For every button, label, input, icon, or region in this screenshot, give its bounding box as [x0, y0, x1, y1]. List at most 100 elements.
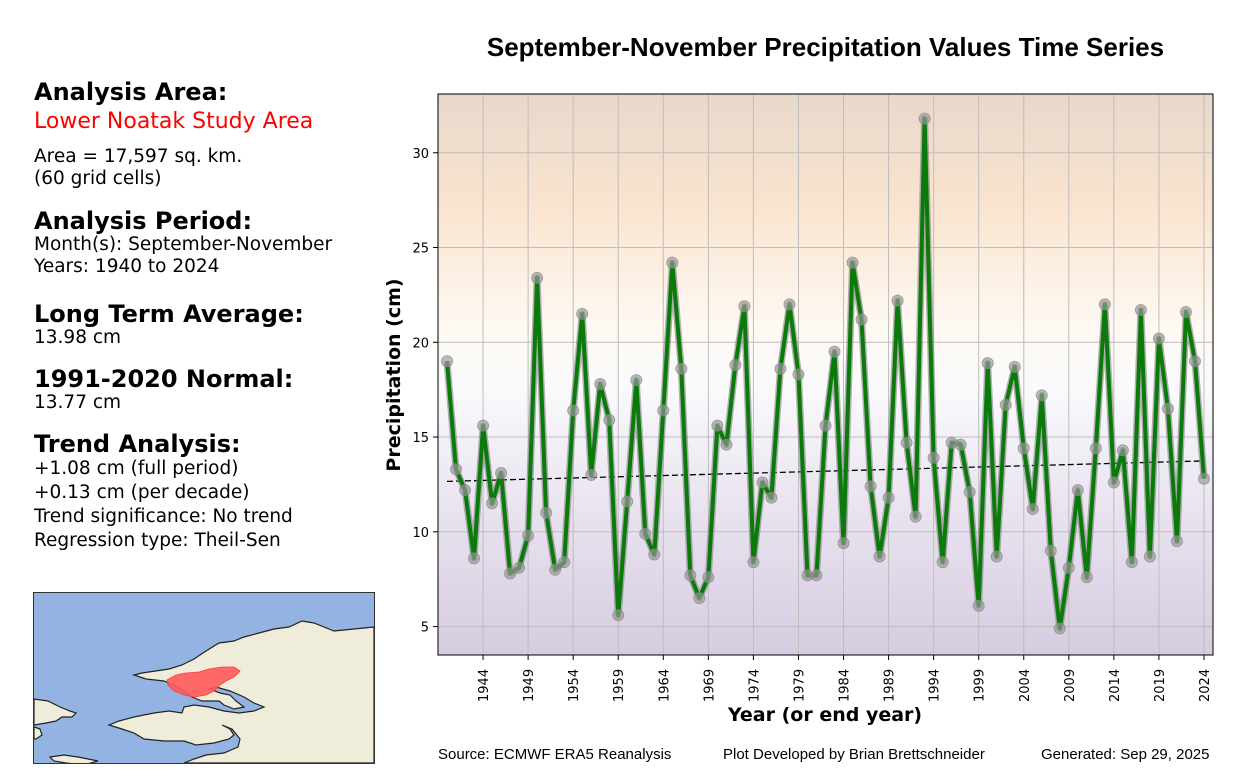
data-point: [774, 362, 787, 375]
normal-value: 13.77 cm: [34, 392, 122, 413]
x-tick-label: 1979: [792, 669, 807, 702]
data-point: [459, 484, 472, 497]
data-point: [828, 345, 841, 358]
data-point: [531, 271, 544, 284]
data-point: [918, 112, 931, 125]
data-point: [504, 567, 517, 580]
locator-map: [33, 592, 375, 764]
footer-developer: Plot Developed by Brian Brettschneider: [723, 746, 985, 763]
data-point: [837, 537, 850, 550]
data-point: [1080, 571, 1093, 584]
long-term-average-heading: Long Term Average:: [34, 300, 304, 328]
y-tick-label: 5: [421, 621, 429, 636]
y-tick-label: 30: [412, 147, 429, 162]
x-tick-label: 2024: [1198, 669, 1213, 702]
data-point: [675, 362, 688, 375]
map-land-west-edge: [34, 726, 43, 740]
x-tick-label: 1989: [883, 669, 898, 702]
grid-cells: (60 grid cells): [34, 168, 162, 189]
data-point: [1053, 622, 1066, 635]
data-point: [1197, 472, 1210, 485]
x-axis-label: Year (or end year): [727, 704, 922, 726]
y-tick-label: 15: [412, 431, 429, 446]
analysis-years: Years: 1940 to 2024: [34, 256, 220, 277]
normal-heading: 1991-2020 Normal:: [34, 365, 294, 393]
data-point: [513, 561, 526, 574]
x-tick-label: 1994: [928, 669, 943, 702]
x-tick-label: 1999: [973, 669, 988, 702]
data-point: [603, 413, 616, 426]
data-point: [738, 300, 751, 313]
data-point: [900, 436, 913, 449]
y-axis-label: Precipitation (cm): [383, 278, 405, 471]
data-point: [1188, 355, 1201, 368]
data-point: [585, 468, 598, 481]
data-point: [765, 491, 778, 504]
x-tick-label: 1954: [567, 669, 582, 702]
data-point: [810, 569, 823, 582]
x-tick-label: 1964: [657, 669, 672, 702]
data-point: [639, 527, 652, 540]
data-point: [1098, 298, 1111, 311]
data-point: [999, 398, 1012, 411]
map-land-west-peninsula: [34, 698, 78, 726]
data-point: [1008, 360, 1021, 373]
data-point: [657, 404, 670, 417]
y-axis-ticks: 5 10 15 20 25 30: [412, 147, 438, 636]
data-point: [522, 529, 535, 542]
data-point: [1107, 476, 1120, 489]
data-point: [468, 552, 481, 565]
data-point: [441, 355, 454, 368]
y-tick-label: 20: [412, 336, 429, 351]
map-land-island: [48, 754, 99, 763]
plot-frame: [437, 93, 1214, 656]
data-point: [630, 374, 643, 387]
x-axis-ticks: 1944 1949 1954 1959 1964 1969 1974 1979 1984 1989…: [477, 655, 1213, 702]
data-point: [648, 548, 661, 561]
data-point: [1116, 444, 1129, 457]
data-point: [783, 298, 796, 311]
data-point: [873, 550, 886, 563]
x-tick-label: 2004: [1018, 669, 1033, 702]
analysis-months: Month(s): September-November: [34, 234, 333, 255]
data-point: [936, 556, 949, 569]
data-point: [855, 313, 868, 326]
data-point: [954, 438, 967, 451]
data-point: [558, 556, 571, 569]
regression-type: Regression type: Theil-Sen: [34, 530, 281, 551]
data-point: [729, 359, 742, 372]
data-point: [747, 556, 760, 569]
data-point: [711, 419, 724, 432]
data-point: [693, 592, 706, 605]
x-tick-label: 1984: [838, 669, 853, 702]
data-point: [1062, 561, 1075, 574]
data-point: [1179, 305, 1192, 318]
trend-full-period: +1.08 cm (full period): [34, 458, 239, 479]
data-point: [1089, 442, 1102, 455]
chart-title: September-November Precipitation Values …: [486, 32, 1165, 62]
data-point: [1143, 550, 1156, 563]
x-tick-label: 1959: [612, 669, 627, 702]
trend-significance: Trend significance: No trend: [34, 506, 293, 527]
area-name: Lower Noatak Study Area: [34, 109, 314, 134]
data-point: [495, 467, 508, 480]
data-point: [891, 294, 904, 307]
data-point: [612, 609, 625, 622]
data-point: [594, 377, 607, 390]
data-point: [972, 599, 985, 612]
data-point: [1170, 535, 1183, 548]
data-point: [1161, 402, 1174, 415]
data-point: [486, 497, 499, 510]
data-point: [450, 463, 463, 476]
data-point: [720, 438, 733, 451]
analysis-period-heading: Analysis Period:: [34, 207, 253, 235]
data-point: [927, 451, 940, 464]
trend-analysis-heading: Trend Analysis:: [34, 430, 241, 458]
data-point: [1035, 389, 1048, 402]
data-point: [819, 419, 832, 432]
data-point: [567, 404, 580, 417]
series-layer: [441, 112, 1210, 635]
map-land-mainland: [107, 620, 374, 763]
footer-source: Source: ECMWF ERA5 Reanalysis: [438, 746, 672, 763]
data-point: [990, 550, 1003, 563]
